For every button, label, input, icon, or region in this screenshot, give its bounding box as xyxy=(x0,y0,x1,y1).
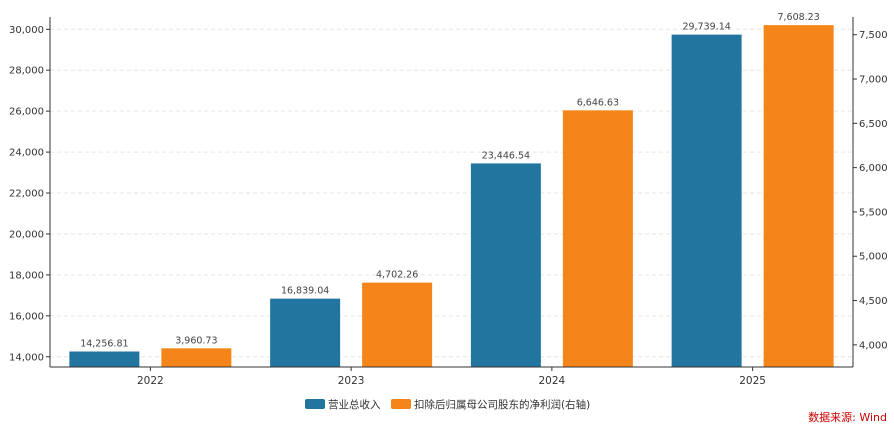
data-labels: 14,256.81 3,960.73 16,839.04 4,702.26 23,446… xyxy=(80,12,820,349)
legend-label-net-profit: 扣除后归属母公司股东的净利润(右轴) xyxy=(414,398,590,411)
left-tick-label: 16,000 xyxy=(9,311,44,322)
left-tick-label: 20,000 xyxy=(9,229,44,240)
legend: 营业总收入 扣除后归属母公司股东的净利润(右轴) xyxy=(305,398,590,411)
left-tick-label: 14,000 xyxy=(9,352,44,363)
grid-lines xyxy=(50,28,853,358)
legend-label-revenue: 营业总收入 xyxy=(328,398,381,411)
left-tick-label: 22,000 xyxy=(9,189,44,200)
x-tick-label: 2024 xyxy=(539,375,566,387)
left-tick-label: 26,000 xyxy=(9,107,44,118)
bar-net-profit xyxy=(763,25,834,367)
data-label-revenue: 29,739.14 xyxy=(682,22,730,33)
bars xyxy=(69,25,834,368)
left-tick-label: 28,000 xyxy=(9,66,44,77)
left-tick-label: 18,000 xyxy=(9,270,44,281)
axes xyxy=(49,17,854,368)
bar-revenue xyxy=(671,34,742,368)
x-axis-ticks: 2022 2023 2024 2025 xyxy=(137,367,766,387)
left-tick-label: 24,000 xyxy=(9,148,44,159)
x-tick-label: 2022 xyxy=(137,375,164,387)
x-tick-label: 2023 xyxy=(338,375,365,387)
right-tick-label: 5,000 xyxy=(859,252,888,263)
data-label-revenue: 14,256.81 xyxy=(80,339,128,350)
data-label-revenue: 16,839.04 xyxy=(281,286,329,297)
bar-revenue xyxy=(69,351,140,367)
left-tick-label: 30,000 xyxy=(9,25,44,36)
bar-revenue xyxy=(470,163,541,367)
left-axis-ticks: 14,000 16,000 18,000 20,000 22,000 24,000 26,0… xyxy=(9,25,50,363)
right-tick-label: 6,000 xyxy=(859,163,888,174)
right-tick-label: 7,500 xyxy=(859,30,888,41)
data-label-net-profit: 3,960.73 xyxy=(175,335,217,346)
right-tick-label: 6,500 xyxy=(859,119,888,130)
x-tick-label: 2025 xyxy=(739,375,766,387)
right-axis-ticks: 4,000 4,500 5,000 5,500 6,000 6,500 7,000 7,500 xyxy=(853,30,888,351)
right-tick-label: 5,500 xyxy=(859,207,888,218)
right-tick-label: 7,000 xyxy=(859,75,888,86)
bar-net-profit xyxy=(562,110,633,368)
bar-net-profit xyxy=(161,348,232,367)
data-source: 数据来源: Wind xyxy=(808,410,887,424)
data-label-revenue: 23,446.54 xyxy=(482,150,530,161)
right-tick-label: 4,500 xyxy=(859,296,888,307)
right-tick-label: 4,000 xyxy=(859,340,888,351)
legend-swatch-revenue xyxy=(305,399,325,409)
legend-swatch-net-profit xyxy=(391,399,411,409)
data-label-net-profit: 4,702.26 xyxy=(376,270,418,281)
bar-revenue xyxy=(270,298,341,367)
data-label-net-profit: 6,646.63 xyxy=(577,97,619,108)
bar-net-profit xyxy=(362,282,433,367)
data-label-net-profit: 7,608.23 xyxy=(777,12,819,23)
